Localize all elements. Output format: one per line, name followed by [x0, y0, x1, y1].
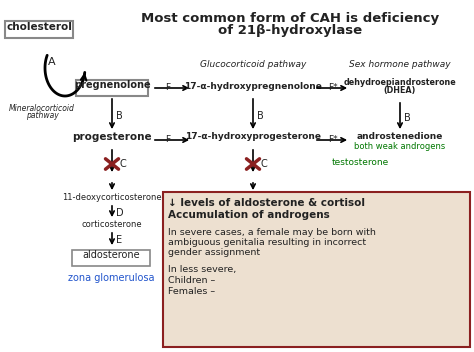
Text: pathway: pathway: [26, 111, 58, 120]
Bar: [72, 250, 150, 266]
Text: (DHEA): (DHEA): [384, 86, 416, 95]
Text: Females –: Females –: [168, 287, 215, 296]
Text: 17-α-hydroxyprogesterone: 17-α-hydroxyprogesterone: [185, 132, 321, 141]
Text: B: B: [404, 113, 411, 123]
Text: Sex hormone pathway: Sex hormone pathway: [349, 60, 451, 69]
Text: cholesterol: cholesterol: [6, 22, 72, 32]
Text: androstenedione: androstenedione: [357, 132, 443, 141]
Text: of 21β-hydroxylase: of 21β-hydroxylase: [218, 24, 362, 37]
Text: E: E: [116, 235, 122, 245]
Text: corticosterone: corticosterone: [82, 220, 142, 229]
Text: Accumulation of androgens: Accumulation of androgens: [168, 210, 330, 220]
Text: Most common form of CAH is deficiency: Most common form of CAH is deficiency: [141, 12, 439, 25]
Text: B: B: [116, 111, 123, 121]
Text: F: F: [165, 83, 171, 92]
Text: 17-α-hydroxypregnenolone: 17-α-hydroxypregnenolone: [184, 82, 322, 91]
Text: Glucocorticoid pathway: Glucocorticoid pathway: [200, 60, 306, 69]
Text: Mineralocorticoid: Mineralocorticoid: [9, 104, 75, 113]
Text: gender assignment: gender assignment: [168, 248, 260, 257]
Text: 11-deoxycorticosterone: 11-deoxycorticosterone: [62, 193, 162, 202]
Text: D: D: [116, 208, 124, 218]
Text: C: C: [261, 159, 268, 169]
Text: dehydroepiandrosterone: dehydroepiandrosterone: [344, 78, 456, 87]
Text: testosterone: testosterone: [331, 158, 389, 167]
Text: In severe cases, a female may be born with: In severe cases, a female may be born wi…: [168, 228, 376, 237]
Text: A: A: [48, 57, 56, 67]
Text: both weak androgens: both weak androgens: [355, 142, 446, 151]
Text: B: B: [257, 111, 264, 121]
Text: F: F: [165, 135, 171, 144]
Text: ↓ levels of aldosterone & cortisol: ↓ levels of aldosterone & cortisol: [168, 198, 365, 208]
Bar: [76, 80, 148, 96]
Text: F*: F*: [328, 83, 338, 92]
Text: C: C: [120, 159, 127, 169]
Text: aldosterone: aldosterone: [82, 250, 140, 260]
Bar: [163, 192, 470, 347]
Text: In less severe,: In less severe,: [168, 265, 236, 274]
Text: F*: F*: [328, 135, 338, 144]
Text: progesterone: progesterone: [72, 132, 152, 142]
Text: Children –: Children –: [168, 276, 215, 285]
Text: pregnenolone: pregnenolone: [73, 80, 150, 90]
Text: ambiguous genitalia resulting in incorrect: ambiguous genitalia resulting in incorre…: [168, 238, 366, 247]
Text: zona glomerulosa: zona glomerulosa: [68, 273, 154, 283]
Bar: [5, 21, 73, 38]
